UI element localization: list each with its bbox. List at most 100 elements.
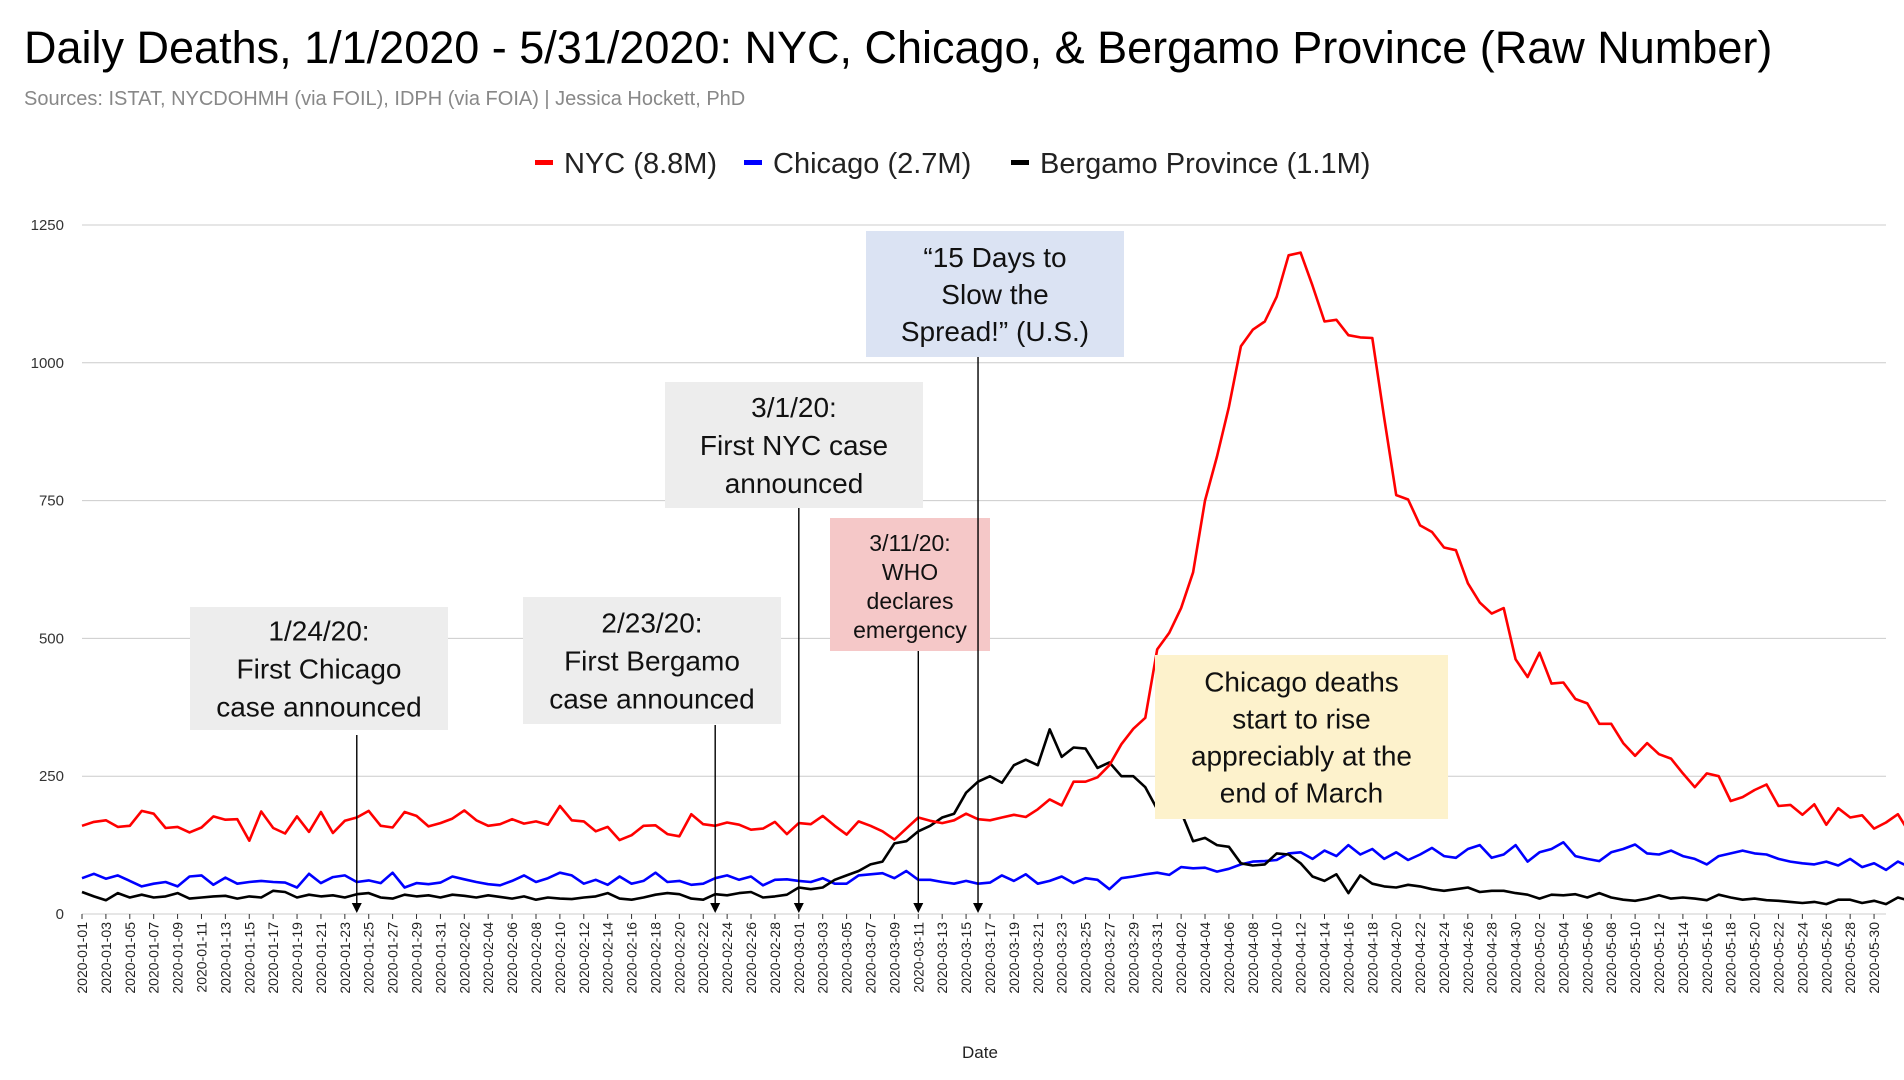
x-tick-label: 2020-02-06 xyxy=(504,922,520,994)
x-tick-label: 2020-05-26 xyxy=(1818,922,1834,994)
series-line-3 xyxy=(81,727,1904,906)
legend-swatch xyxy=(1011,160,1029,165)
x-tick-label: 2020-04-18 xyxy=(1364,922,1380,994)
x-tick-label: 2020-01-23 xyxy=(337,922,353,994)
annotation-text: 2/23/20: xyxy=(601,608,702,639)
annotation-box xyxy=(665,382,923,508)
legend-label: Bergamo Province (1.1M) xyxy=(1040,148,1370,180)
x-tick-label: 2020-05-12 xyxy=(1651,922,1667,994)
x-tick-label: 2020-04-22 xyxy=(1412,922,1428,994)
x-tick-label: 2020-03-23 xyxy=(1054,922,1070,994)
legend: NYC (8.8M) Chicago (2.7M) Bergamo Province… xyxy=(535,148,1370,180)
x-tick-label: 2020-01-17 xyxy=(265,922,281,994)
annotation-text: “15 Days to xyxy=(923,242,1066,273)
x-tick-label: 2020-04-24 xyxy=(1436,922,1452,994)
x-tick-label: 2020-03-29 xyxy=(1125,922,1141,994)
x-tick-label: 2020-04-02 xyxy=(1173,922,1189,994)
x-tick-label: 2020-01-21 xyxy=(313,922,329,994)
x-tick-label: 2020-03-11 xyxy=(910,922,926,993)
x-tick-label: 2020-05-02 xyxy=(1532,922,1548,994)
annotations: 1/24/20: First Chicago case announced 2/23/… xyxy=(190,231,1448,913)
x-tick-label: 2020-03-31 xyxy=(1149,922,1165,994)
x-tick-label: 2020-02-22 xyxy=(695,922,711,994)
x-tick-label: 2020-05-14 xyxy=(1675,922,1691,994)
x-tick-label: 2020-02-24 xyxy=(719,922,735,994)
x-tick-label: 2020-03-19 xyxy=(1006,922,1022,994)
x-tick-label: 2020-02-02 xyxy=(456,922,472,994)
annotation-text: start to rise xyxy=(1232,704,1370,735)
annotation-arrowhead xyxy=(351,903,362,913)
x-tick-label: 2020-03-03 xyxy=(815,922,831,994)
x-tick-label: 2020-04-20 xyxy=(1388,922,1404,994)
x-tick-label: 2020-05-04 xyxy=(1555,922,1571,994)
chart-subtitle: Sources: ISTAT, NYCDOHMH (via FOIL), IDP… xyxy=(24,88,746,110)
chart-title: Daily Deaths, 1/1/2020 - 5/31/2020: NYC,… xyxy=(24,22,1773,73)
x-tick-label: 2020-05-06 xyxy=(1579,922,1595,994)
y-axis-ticks: 0 250 500 750 1000 1250 xyxy=(31,217,64,923)
x-tick-label: 2020-01-09 xyxy=(170,922,186,994)
x-tick-label: 2020-05-24 xyxy=(1794,922,1810,994)
annotation-text: case announced xyxy=(216,692,422,723)
annotation-arrowhead xyxy=(793,903,804,913)
y-tick-label: 750 xyxy=(39,493,64,510)
series-lines xyxy=(81,251,1904,906)
x-tick-label: 2020-02-14 xyxy=(600,922,616,994)
x-tick-label: 2020-01-13 xyxy=(217,922,233,994)
x-tick-label: 2020-01-05 xyxy=(122,922,138,994)
annotation-text: 3/11/20: xyxy=(869,530,950,556)
x-tick-label: 2020-01-15 xyxy=(241,922,257,994)
x-tick-label: 2020-03-07 xyxy=(863,922,879,994)
x-tick-label: 2020-04-06 xyxy=(1221,922,1237,994)
annotation-box xyxy=(866,231,1124,357)
annotation-box xyxy=(523,597,781,724)
y-tick-label: 1250 xyxy=(31,217,64,234)
annotation-box xyxy=(830,518,990,651)
x-tick-label: 2020-03-27 xyxy=(1101,922,1117,994)
x-tick-label: 2020-01-25 xyxy=(361,922,377,994)
y-tick-label: 250 xyxy=(39,768,64,785)
x-tick-label: 2020-05-28 xyxy=(1842,922,1858,994)
legend-swatch xyxy=(744,160,762,165)
annotation-text: emergency xyxy=(853,617,967,643)
annotation-text: declares xyxy=(867,588,954,614)
x-tick-label: 2020-03-09 xyxy=(886,922,902,994)
annotation-text: Spread!” (U.S.) xyxy=(901,316,1089,347)
annotation-arrowhead xyxy=(710,903,721,913)
x-tick-label: 2020-02-26 xyxy=(743,922,759,994)
gridlines xyxy=(82,224,1886,915)
x-tick-label: 2020-05-30 xyxy=(1866,922,1882,994)
x-tick-label: 2020-02-20 xyxy=(671,922,687,994)
legend-label: Chicago (2.7M) xyxy=(773,148,971,180)
x-tick-label: 2020-03-25 xyxy=(1078,922,1094,994)
y-tick-label: 1000 xyxy=(31,355,64,372)
annotation-text: First Bergamo xyxy=(564,646,740,677)
x-tick-label: 2020-05-10 xyxy=(1627,922,1643,994)
series-line-2 xyxy=(81,840,1904,891)
legend-swatch xyxy=(535,160,553,165)
x-tick-label: 2020-02-04 xyxy=(480,922,496,994)
y-tick-label: 0 xyxy=(56,906,64,923)
annotation-arrowhead xyxy=(913,903,924,913)
x-tick-label: 2020-03-17 xyxy=(982,922,998,994)
annotation-text: First NYC case xyxy=(700,430,888,461)
x-tick-label: 2020-05-22 xyxy=(1770,922,1786,994)
x-tick-label: 2020-01-01 xyxy=(74,922,90,994)
x-tick-label: 2020-04-16 xyxy=(1340,922,1356,994)
x-tick-label: 2020-02-16 xyxy=(624,922,640,994)
annotation-text: Chicago deaths xyxy=(1204,667,1399,698)
x-tick-label: 2020-03-15 xyxy=(958,922,974,994)
x-tick-label: 2020-01-27 xyxy=(385,922,401,994)
x-tick-label: 2020-02-18 xyxy=(647,922,663,994)
x-tick-label: 2020-03-21 xyxy=(1030,922,1046,994)
x-tick-label: 2020-04-12 xyxy=(1293,922,1309,994)
x-tick-label: 2020-04-14 xyxy=(1316,922,1332,994)
y-tick-label: 500 xyxy=(39,630,64,647)
annotation-text: appreciably at the xyxy=(1191,741,1412,772)
x-tick-label: 2020-01-11 xyxy=(193,922,209,993)
x-tick-label: 2020-02-28 xyxy=(767,922,783,994)
x-tick-label: 2020-02-12 xyxy=(576,922,592,994)
annotation-text: First Chicago xyxy=(237,654,402,685)
annotation-text: Slow the xyxy=(941,279,1048,310)
x-tick-label: 2020-01-07 xyxy=(146,922,162,994)
x-axis-ticks: 2020-01-01 2020-01-03 2020-01-05 2020-01-07… xyxy=(74,914,1882,994)
